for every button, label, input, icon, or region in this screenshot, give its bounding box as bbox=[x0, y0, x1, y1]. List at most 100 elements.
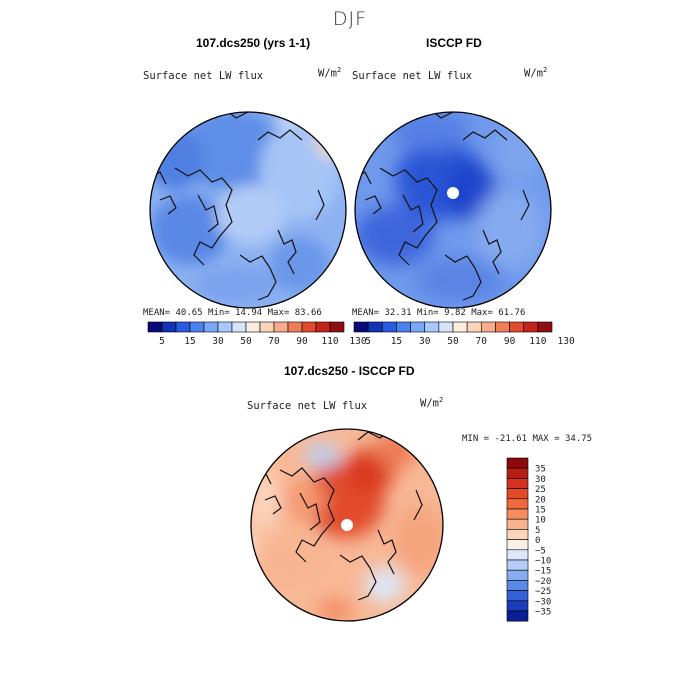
stats-obs: MEAN= 32.31 Min= 9.82 Max= 61.76 bbox=[352, 308, 526, 318]
colorbar-swatch bbox=[506, 467, 529, 479]
colorbar-tick-label: 30 bbox=[212, 336, 224, 347]
colorbar-tick-label: −30 bbox=[535, 597, 551, 607]
colorbar-swatch bbox=[480, 321, 496, 333]
colorbar-tick-label: 50 bbox=[240, 336, 252, 347]
colorbar-swatch bbox=[396, 321, 411, 333]
colorbar-swatch bbox=[217, 321, 233, 333]
colorbar-tick-label: 70 bbox=[268, 336, 280, 347]
colorbar-swatch bbox=[329, 321, 345, 333]
variable-label-obs: Surface net LW flux bbox=[352, 70, 473, 82]
colorbar-swatch bbox=[506, 498, 529, 510]
colorbar-tick-label: 15 bbox=[535, 506, 546, 516]
colorbar-tick-label: 90 bbox=[296, 336, 308, 347]
colorbar-tick-label: −25 bbox=[535, 587, 551, 597]
variable-label-diff: Surface net LW flux bbox=[247, 400, 368, 412]
panel-title-diff: 107.dcs250 - ISCCP FD bbox=[284, 364, 415, 378]
colorbar-tick-label: 5 bbox=[159, 336, 165, 347]
variable-label-model: Surface net LW flux bbox=[143, 70, 264, 82]
colorbar-swatch bbox=[466, 321, 482, 333]
units-label-model: W/m2 bbox=[318, 66, 341, 80]
colorbar-swatch bbox=[506, 549, 529, 561]
units-text-diff: W/m bbox=[420, 397, 439, 410]
colorbar-tick-label: 110 bbox=[321, 336, 338, 347]
colorbar-tick-label: 70 bbox=[476, 336, 488, 347]
colorbar-tick-label: 15 bbox=[391, 336, 402, 347]
colorbar-swatch bbox=[353, 321, 369, 333]
colorbar-tick-label: −15 bbox=[535, 567, 551, 577]
colorbar-swatch bbox=[273, 321, 289, 333]
colorbar-swatch bbox=[424, 321, 440, 333]
colorbar-tick-label: 15 bbox=[184, 336, 195, 347]
units-text-model: W/m bbox=[318, 67, 337, 80]
season-title: DJF bbox=[332, 8, 368, 30]
colorbar-tick-label: 10 bbox=[535, 516, 546, 526]
colorbar-swatch bbox=[506, 488, 529, 500]
units-exp-model: 2 bbox=[336, 66, 342, 74]
colorbar-model: 5 15 30 50 70 90 110 130 bbox=[147, 321, 367, 347]
stats-diff: MIN = -21.61 MAX = 34.75 bbox=[462, 434, 593, 444]
colorbar-swatch bbox=[506, 478, 529, 489]
colorbar-tick-label: 35 bbox=[535, 465, 546, 475]
units-exp-diff: 2 bbox=[438, 396, 444, 404]
colorbar-tick-label: 0 bbox=[535, 536, 540, 546]
colorbar-tick-label: −35 bbox=[535, 608, 551, 618]
colorbar-tick-label: 90 bbox=[504, 336, 516, 347]
colorbar-tick-label: 5 bbox=[535, 526, 540, 536]
colorbar-swatch bbox=[315, 321, 331, 333]
colorbar-swatch bbox=[495, 321, 510, 333]
polar-map-diff bbox=[251, 429, 443, 621]
polar-map-obs bbox=[355, 112, 551, 308]
colorbar-swatch bbox=[506, 610, 529, 622]
colorbar-swatch bbox=[506, 539, 529, 551]
colorbar-tick-label: 20 bbox=[535, 495, 546, 505]
colorbar-swatch bbox=[259, 321, 275, 333]
colorbar-tick-label: 130 bbox=[558, 336, 575, 347]
colorbar-tick-label: −20 bbox=[535, 577, 551, 587]
panel-title-obs: ISCCP FD bbox=[426, 36, 482, 50]
colorbar-swatch bbox=[506, 457, 529, 469]
units-exp-obs: 2 bbox=[542, 66, 548, 74]
colorbar-swatch bbox=[506, 600, 529, 612]
colorbar-swatch bbox=[537, 321, 553, 333]
colorbar-swatch bbox=[203, 321, 219, 333]
colorbar-swatch bbox=[189, 321, 205, 333]
colorbar-tick-label: −10 bbox=[535, 557, 551, 567]
colorbar-obs: 5 15 30 50 70 90 110 130 bbox=[353, 321, 575, 347]
colorbar-tick-label: 50 bbox=[447, 336, 459, 347]
colorbar-tick-label: −5 bbox=[535, 546, 546, 556]
colorbar-swatch bbox=[231, 321, 247, 333]
colorbar-swatch bbox=[506, 529, 529, 540]
colorbar-swatch bbox=[506, 559, 529, 571]
colorbar-swatch bbox=[523, 321, 539, 333]
colorbar-tick-label: 110 bbox=[529, 336, 546, 347]
colorbar-swatch bbox=[175, 321, 191, 333]
colorbar-swatch bbox=[147, 321, 163, 333]
map-border-obs bbox=[354, 111, 552, 309]
colorbar-tick-label: 30 bbox=[419, 336, 431, 347]
units-label-diff: W/m2 bbox=[420, 396, 443, 410]
colorbar-swatch bbox=[245, 321, 261, 333]
colorbar-swatch bbox=[506, 518, 529, 530]
units-label-obs: W/m2 bbox=[524, 66, 547, 80]
colorbar-swatch bbox=[509, 321, 525, 333]
colorbar-swatch bbox=[506, 508, 529, 520]
colorbar-swatch bbox=[287, 321, 303, 333]
colorbar-swatch bbox=[367, 321, 383, 333]
stats-model: MEAN= 40.65 Min= 14.94 Max= 83.66 bbox=[143, 308, 322, 318]
colorbar-tick-label: 130 bbox=[349, 336, 366, 347]
colorbar-swatch bbox=[506, 580, 529, 591]
colorbar-swatch bbox=[381, 321, 397, 333]
colorbar-tick-label: 25 bbox=[535, 485, 546, 495]
colorbar-swatch bbox=[410, 321, 426, 333]
panel-title-model: 107.dcs250 (yrs 1-1) bbox=[196, 36, 311, 50]
colorbar-swatch bbox=[506, 590, 529, 602]
map-border-model bbox=[149, 111, 347, 309]
colorbar-swatch bbox=[161, 321, 177, 333]
colorbar-swatch bbox=[438, 321, 454, 333]
colorbar-swatch bbox=[506, 569, 529, 581]
colorbar-swatch bbox=[301, 321, 317, 333]
colorbar-swatch bbox=[452, 321, 468, 333]
